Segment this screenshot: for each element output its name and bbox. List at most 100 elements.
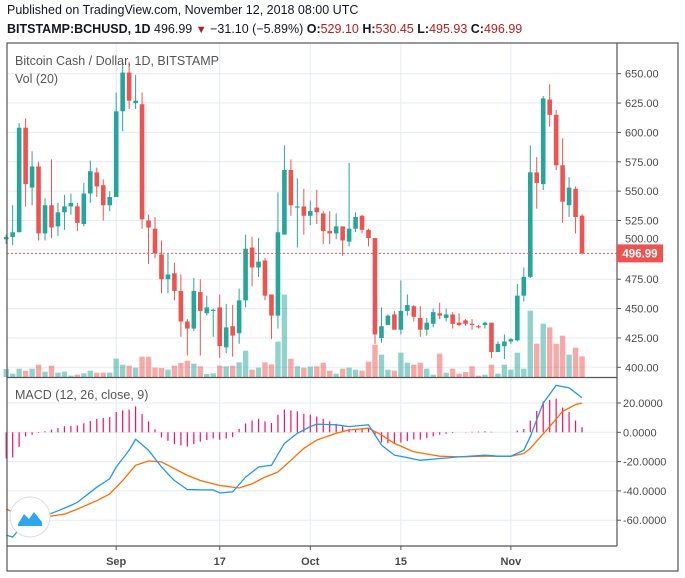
macd-legend: MACD (12, 26, close, 9) (15, 388, 148, 402)
candle (282, 145, 287, 235)
candle-body (159, 254, 164, 280)
macd-axis[interactable]: 20.0000 0.0000 -20.0000 -40.0000 -60.0000 (617, 398, 666, 527)
candle (515, 283, 520, 342)
candle (210, 308, 216, 337)
volume-bar (417, 362, 423, 377)
price-tick-label: 575.00 (625, 157, 659, 169)
published-line: Published on TradingView.com, November 1… (7, 3, 358, 17)
candle (275, 192, 281, 329)
candle-body (521, 276, 527, 296)
macd-histogram (5, 398, 583, 459)
candle-body (476, 326, 481, 328)
open-label: O: (306, 22, 321, 36)
volume-bar (113, 358, 119, 377)
candle (217, 294, 223, 358)
volume-bar (229, 365, 236, 377)
last-price-badge: 496.99 (617, 244, 663, 263)
volume-bar (327, 370, 333, 377)
candle-body (210, 309, 216, 311)
candle-body (36, 166, 41, 234)
macd-line (6, 384, 583, 538)
candle-body (340, 226, 345, 241)
candle-body (88, 171, 93, 194)
candle (68, 193, 74, 215)
volume-bar (385, 369, 391, 377)
candle (469, 319, 475, 330)
high-label: H: (362, 22, 376, 36)
candle (527, 145, 533, 279)
candle (236, 288, 242, 344)
volume-bar (242, 350, 249, 377)
candle (417, 306, 423, 337)
candle-body (392, 314, 397, 330)
candle (424, 317, 430, 336)
volume-bar (572, 347, 579, 377)
candle-body (146, 220, 151, 228)
candle-body (113, 111, 119, 198)
macd-tick-label: 0.0000 (623, 427, 657, 439)
candle-body (366, 229, 371, 239)
candle-body (223, 327, 229, 348)
candle (327, 211, 332, 244)
candle-body (198, 292, 203, 311)
volume-bar (132, 367, 139, 377)
time-tick-label: Sep (106, 556, 126, 568)
candle (547, 84, 552, 127)
candle (489, 322, 494, 358)
candle (146, 214, 151, 264)
candle (152, 216, 158, 259)
volume-bar (236, 362, 242, 377)
volume-bar (475, 375, 482, 377)
candle-body (191, 290, 197, 329)
candle (482, 321, 488, 329)
candle (476, 325, 481, 329)
volume-bar (197, 366, 203, 377)
candle (443, 308, 449, 322)
candle-body (398, 310, 404, 330)
volume-bar (87, 370, 94, 377)
volume-bar (223, 366, 229, 377)
price-tick-label: 500.00 (625, 233, 659, 245)
volume-bar (449, 368, 456, 377)
macd-tick-label: -40.0000 (623, 486, 666, 498)
candle (249, 236, 255, 287)
volume-bar (534, 343, 540, 377)
candle-body (359, 215, 365, 230)
candle-body (450, 314, 455, 324)
candle (437, 302, 442, 320)
candle (456, 313, 462, 327)
candle-body (262, 260, 268, 296)
volume-bar (566, 354, 572, 377)
tradingview-logo-icon[interactable] (9, 496, 51, 538)
candle-body (62, 206, 67, 213)
volume-bar (456, 373, 462, 377)
candle (573, 186, 578, 234)
candle (191, 278, 197, 331)
candle (113, 92, 119, 198)
time-axis[interactable]: Sep 17 Oct 15 Nov (106, 546, 522, 568)
price-axis[interactable]: 400.00 425.00 450.00 475.00 500.00 525.00 550.… (617, 69, 659, 375)
volume-bar (3, 369, 9, 377)
volume-bar (424, 368, 430, 377)
volume-bar (281, 294, 288, 377)
candle-body (314, 207, 320, 213)
candle-body (566, 187, 572, 206)
candle-body (249, 247, 255, 268)
candle (36, 161, 41, 241)
candle-body (3, 236, 9, 240)
close-label: C: (470, 22, 484, 36)
symbol-line: BITSTAMP:BCHUSD, 1D 496.99 ▼ −31.10 (−5.… (7, 22, 522, 36)
triangle-down-icon: ▼ (195, 24, 207, 36)
candle-body (353, 216, 358, 229)
volume-bar (514, 352, 521, 377)
published-text: Published on TradingView.com, November 1… (7, 3, 359, 17)
candle (340, 226, 345, 256)
candle-body (236, 300, 242, 334)
volume-bar (320, 362, 326, 377)
volume-bar (275, 341, 281, 377)
candle (508, 337, 514, 344)
price-tick-label: 550.00 (625, 186, 659, 198)
price-tick-label: 625.00 (625, 98, 659, 110)
candle (223, 303, 229, 354)
